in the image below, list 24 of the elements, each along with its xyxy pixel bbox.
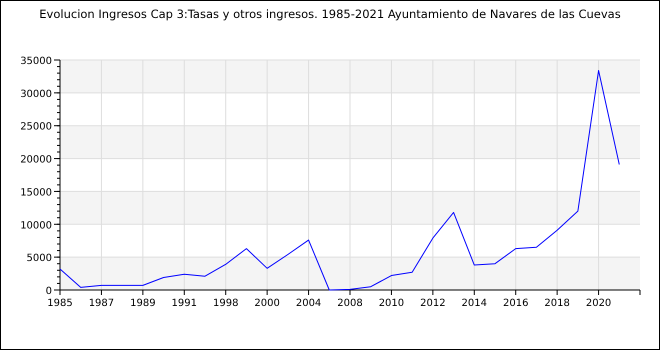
x-tick-label: 2020 [586, 298, 612, 309]
y-tick-label: 30000 [20, 88, 52, 100]
x-tick-label: 2016 [502, 298, 528, 309]
x-tick-label: 2010 [378, 298, 404, 309]
y-tick-label: 15000 [20, 187, 52, 198]
y-tick-label: 10000 [20, 220, 52, 232]
x-tick-label: 1998 [212, 298, 238, 309]
x-tick-label: 1989 [130, 298, 156, 309]
y-tick-label: 35000 [20, 56, 52, 67]
x-tick-label: 2014 [462, 298, 488, 309]
y-tick-label: 0 [46, 286, 52, 297]
x-tick-label: 1987 [88, 298, 114, 309]
y-tick-label: 5000 [26, 253, 52, 264]
chart-title: Evolucion Ingresos Cap 3:Tasas y otros ingresos. 1985-2021 Ayuntamiento de Navares de las Cuevas [39, 7, 621, 21]
y-tick-label: 25000 [20, 122, 52, 133]
x-tick-label: 1985 [47, 298, 73, 309]
x-tick-label: 2004 [296, 298, 322, 309]
y-tick-label: 20000 [20, 154, 52, 166]
x-tick-label: 2012 [420, 298, 446, 309]
x-tick-label: 1991 [172, 298, 198, 309]
line-series [60, 70, 620, 290]
x-tick-label: 2008 [337, 298, 363, 309]
x-tick-label: 2018 [544, 298, 570, 309]
x-tick-label: 2000 [254, 298, 280, 309]
